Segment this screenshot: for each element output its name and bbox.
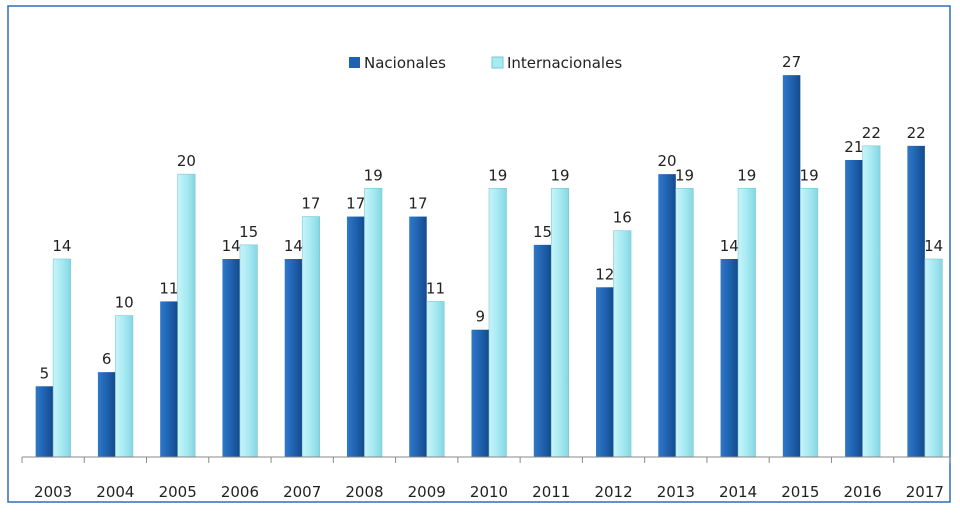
value-label: 10	[115, 294, 134, 312]
bar	[222, 259, 240, 457]
x-tick-label: 2006	[221, 483, 259, 501]
bar	[675, 187, 694, 458]
bar	[488, 187, 507, 458]
bar	[160, 301, 178, 457]
value-label: 14	[720, 237, 739, 255]
value-label: 9	[475, 308, 485, 326]
value-label: 14	[284, 237, 303, 255]
value-label: 15	[239, 223, 258, 241]
legend-swatch	[491, 56, 504, 69]
x-tick-label: 2016	[844, 483, 882, 501]
bar	[862, 145, 881, 458]
value-label: 19	[800, 166, 819, 184]
x-tick-label: 2017	[906, 483, 944, 501]
value-label: 19	[364, 166, 383, 184]
value-label: 6	[102, 350, 112, 368]
value-label: 14	[52, 237, 71, 255]
bar	[613, 230, 632, 458]
bar	[533, 244, 552, 457]
bar	[471, 329, 489, 457]
x-tick-label: 2007	[283, 483, 321, 501]
value-label: 20	[177, 152, 196, 170]
value-label: 14	[222, 237, 241, 255]
x-tick-label: 2009	[408, 483, 446, 501]
legend-label: Nacionales	[364, 54, 446, 72]
bar	[907, 145, 925, 457]
bar	[737, 187, 756, 458]
value-label: 17	[346, 195, 365, 213]
value-label: 27	[782, 53, 801, 71]
x-tick-label: 2013	[657, 483, 695, 501]
bar	[35, 386, 54, 457]
bar	[720, 259, 739, 457]
x-tick-label: 2004	[96, 483, 134, 501]
value-label: 19	[675, 166, 694, 184]
value-label: 19	[550, 166, 569, 184]
value-label: 17	[408, 195, 427, 213]
x-tick-label: 2005	[159, 483, 197, 501]
bar	[550, 187, 570, 458]
value-label: 5	[40, 364, 50, 382]
bar	[97, 372, 116, 457]
bar	[782, 75, 801, 458]
legend-swatch	[349, 57, 360, 68]
bar	[52, 258, 71, 458]
bar	[596, 287, 614, 457]
x-tick-label: 2012	[594, 483, 632, 501]
x-tick-label: 2014	[719, 483, 757, 501]
value-label: 16	[613, 209, 632, 227]
legend-label: Internacionales	[507, 54, 622, 72]
bar	[364, 187, 383, 458]
x-tick-label: 2011	[532, 483, 570, 501]
x-tick-label: 2003	[34, 483, 72, 501]
bar	[177, 173, 196, 458]
bar	[845, 160, 863, 457]
bar	[409, 216, 427, 457]
x-tick-label: 2008	[345, 483, 383, 501]
value-label: 19	[737, 166, 756, 184]
bar	[115, 315, 134, 458]
frame	[7, 5, 951, 503]
value-label: 14	[924, 237, 943, 255]
value-label: 12	[595, 265, 614, 283]
bar	[346, 216, 365, 457]
bar	[426, 301, 445, 458]
x-tick-label: 2010	[470, 483, 508, 501]
bar	[924, 258, 943, 458]
value-label: 11	[159, 279, 178, 297]
bar	[239, 244, 258, 458]
x-tick-label: 2015	[781, 483, 819, 501]
value-label: 11	[426, 279, 445, 297]
value-label: 15	[533, 223, 552, 241]
value-label: 21	[844, 138, 863, 156]
value-label: 20	[658, 152, 677, 170]
bar	[284, 259, 303, 457]
value-label: 17	[301, 195, 320, 213]
bar	[658, 174, 676, 457]
bar	[301, 216, 321, 458]
value-label: 22	[862, 124, 881, 142]
value-label: 22	[907, 124, 926, 142]
value-label: 19	[488, 166, 507, 184]
bar	[800, 187, 819, 458]
